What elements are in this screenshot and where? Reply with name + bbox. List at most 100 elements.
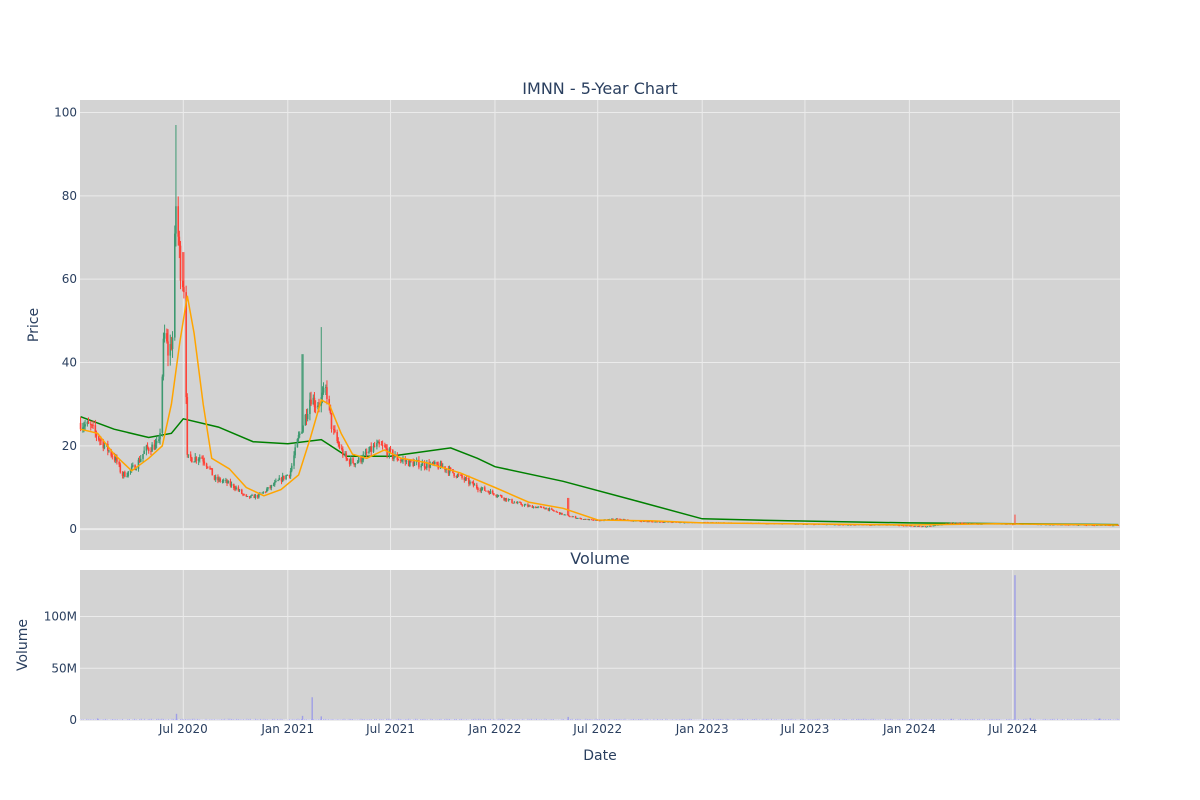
- x-tick-label: Jul 2021: [365, 722, 415, 736]
- candle-body: [281, 475, 284, 482]
- candle-body: [449, 467, 452, 470]
- candle-body: [357, 457, 360, 462]
- candle-body: [441, 466, 444, 468]
- candle-body: [1117, 525, 1120, 526]
- candle-body: [94, 425, 97, 433]
- volume-bar: [106, 719, 108, 720]
- volume-bar: [234, 719, 236, 720]
- candle-body: [431, 462, 434, 465]
- candle-body: [654, 521, 656, 523]
- candle-body: [409, 459, 411, 467]
- candle-body: [569, 516, 571, 518]
- candle-body: [592, 519, 595, 521]
- volume-bar: [891, 719, 893, 720]
- volume-bar: [479, 718, 481, 720]
- volume-bar: [135, 719, 137, 720]
- candle-body: [264, 491, 267, 493]
- volume-bar: [276, 718, 279, 720]
- volume-bar: [290, 719, 292, 720]
- volume-bar: [896, 719, 899, 720]
- volume-bar: [121, 718, 124, 720]
- volume-bar: [767, 718, 769, 720]
- candle-body: [477, 488, 479, 491]
- candle-body: [328, 399, 331, 405]
- candle-body: [340, 448, 343, 450]
- volume-bar: [750, 719, 752, 720]
- volume-bar: [140, 718, 142, 720]
- volume-bar: [374, 718, 376, 720]
- volume-bar: [200, 719, 202, 720]
- candle-body: [428, 462, 430, 468]
- volume-bar: [624, 718, 626, 720]
- volume-bar: [517, 719, 519, 720]
- volume-bar: [389, 718, 391, 720]
- volume-bar: [738, 718, 740, 720]
- candle-body: [499, 495, 502, 496]
- volume-bar: [171, 718, 173, 720]
- volume-bar: [397, 718, 400, 720]
- volume-bar: [879, 719, 882, 720]
- volume-bar: [799, 719, 801, 720]
- volume-bar: [477, 718, 480, 720]
- candle-body: [1095, 525, 1098, 526]
- volume-bar: [987, 719, 989, 720]
- candle-body: [535, 506, 537, 509]
- volume-bar: [1062, 718, 1064, 720]
- candle-body: [614, 519, 617, 520]
- volume-bar: [314, 719, 316, 720]
- volume-bar: [242, 719, 245, 720]
- volume-bar: [1084, 719, 1086, 720]
- volume-bar: [821, 719, 824, 720]
- candle-body: [493, 493, 495, 495]
- candle-body: [122, 471, 125, 476]
- candle-body: [226, 480, 228, 484]
- candle-body: [306, 414, 309, 420]
- volume-bar: [532, 719, 534, 720]
- candle-body: [127, 471, 130, 476]
- candle-body: [280, 477, 283, 482]
- volume-bar: [115, 719, 117, 720]
- candle-body: [471, 481, 474, 483]
- volume-bar: [871, 718, 873, 720]
- candle-body: [412, 461, 415, 466]
- volume-bar: [488, 719, 490, 720]
- volume-bar: [91, 719, 93, 720]
- volume-bar: [903, 719, 905, 720]
- volume-bar: [320, 716, 322, 720]
- volume-bar: [94, 719, 96, 720]
- candle-body: [389, 448, 392, 451]
- volume-chart-title: Volume: [570, 549, 630, 568]
- volume-bar: [1060, 719, 1062, 720]
- candle-body: [183, 287, 185, 293]
- candle-body: [616, 518, 619, 520]
- candle-body: [86, 421, 89, 425]
- candle-body: [508, 499, 511, 501]
- candle-body: [175, 206, 177, 234]
- candle-body: [402, 459, 404, 461]
- candle-body: [849, 524, 852, 526]
- volume-bar: [563, 719, 565, 720]
- volume-bar: [976, 719, 979, 720]
- volume-bar: [500, 719, 502, 720]
- volume-bar: [551, 719, 553, 720]
- volume-bar: [474, 718, 476, 720]
- volume-bar: [159, 719, 161, 720]
- candle-body: [640, 521, 643, 523]
- volume-bar: [576, 718, 578, 720]
- volume-bar: [448, 718, 451, 720]
- volume-bar: [583, 719, 585, 720]
- volume-bar: [431, 719, 434, 720]
- volume-bar: [236, 718, 238, 720]
- candle-body: [432, 462, 435, 465]
- volume-bar: [273, 718, 275, 720]
- candle-body: [537, 506, 539, 508]
- candle-body: [145, 445, 148, 451]
- candle-body: [516, 502, 519, 504]
- candle-body: [353, 463, 355, 465]
- candle-body: [218, 478, 220, 481]
- candle-body: [130, 466, 133, 470]
- candle-body: [171, 337, 174, 350]
- volume-bar: [299, 719, 301, 720]
- volume-bar: [764, 719, 766, 720]
- volume-bar: [322, 719, 325, 720]
